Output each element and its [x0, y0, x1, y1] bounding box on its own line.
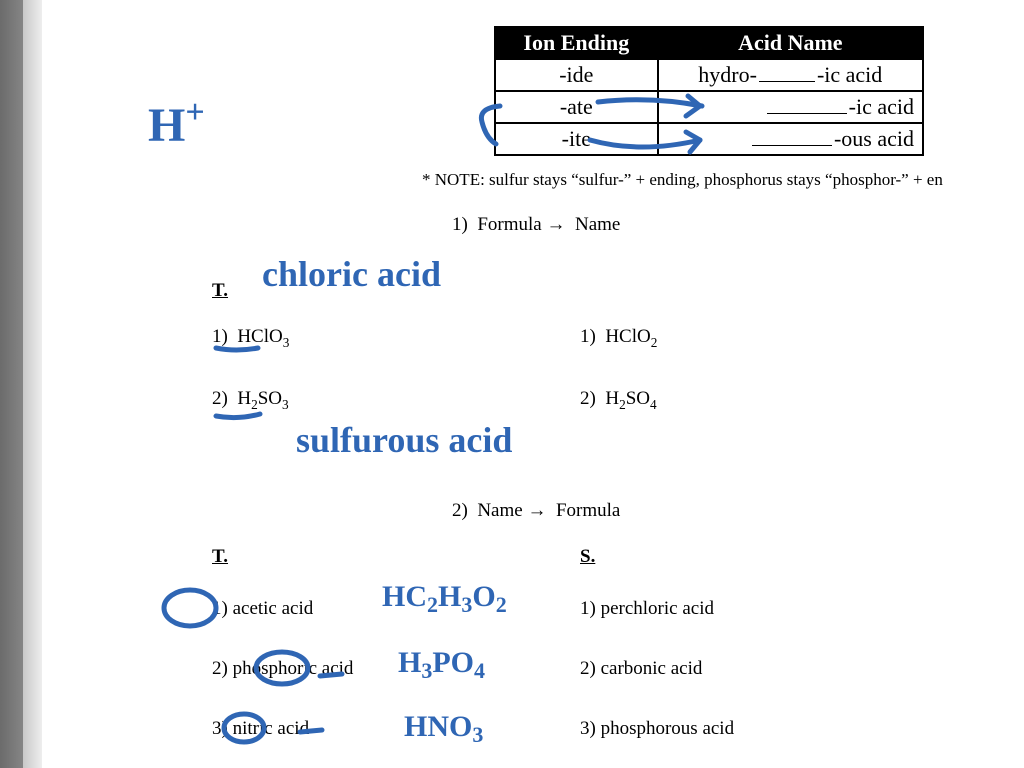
- s1-S-2: 2) H2SO4: [580, 388, 657, 413]
- blank: [767, 94, 847, 114]
- hand-acetic-formula: HC2H3O2: [382, 582, 507, 616]
- ite-suffix: -ous acid: [834, 126, 914, 151]
- s2-S-2: 2) carbonic acid: [580, 658, 702, 680]
- s2-T-3: 3) nitric acid: [212, 718, 309, 740]
- ate-suffix: -ic acid: [849, 94, 914, 119]
- hand-sulfurous: sulfurous acid: [296, 422, 512, 458]
- col-T-2: T.: [212, 546, 228, 568]
- cell-ate-acid: -ic acid: [658, 91, 923, 123]
- col-T-1: T.: [212, 280, 228, 302]
- cell-ite: -ite: [495, 123, 658, 155]
- hand-chloric: chloric acid: [262, 256, 441, 292]
- section2-heading: 2) Name → Formula: [452, 500, 620, 522]
- s2-S-3: 3) phosphorous acid: [580, 718, 734, 740]
- cell-ate: -ate: [495, 91, 658, 123]
- s2-S-1: 1) perchloric acid: [580, 598, 714, 620]
- col-S-2: S.: [580, 546, 595, 568]
- worksheet-page: Ion Ending Acid Name -ide hydro- -ic acid…: [42, 0, 1024, 768]
- note-text: * NOTE: sulfur stays “sulfur-” + ending,…: [422, 170, 943, 190]
- s1-S-1: 1) HClO2: [580, 326, 657, 351]
- th-acid-name: Acid Name: [658, 27, 923, 59]
- ide-suffix: -ic acid: [817, 62, 882, 87]
- ion-acid-table: Ion Ending Acid Name -ide hydro- -ic acid…: [494, 26, 924, 156]
- th-ion-ending: Ion Ending: [495, 27, 658, 59]
- cell-ide: -ide: [495, 59, 658, 91]
- blank: [752, 126, 832, 146]
- hand-h-plus: H+: [148, 96, 205, 150]
- cell-ite-acid: -ous acid: [658, 123, 923, 155]
- s1-T-1: 1) HClO3: [212, 326, 289, 351]
- hand-nitric-formula: HNO3: [404, 712, 483, 746]
- s1-T-2: 2) H2SO3: [212, 388, 289, 413]
- hand-phosphoric-formula: H3PO4: [398, 648, 485, 682]
- s2-T-2: 2) phosphoric acid: [212, 658, 353, 680]
- section1-heading: 1) Formula → Name: [452, 214, 620, 236]
- ide-prefix: hydro-: [698, 62, 757, 87]
- blank: [759, 62, 815, 82]
- s2-T-1: 1) acetic acid: [212, 598, 313, 620]
- cell-ide-acid: hydro- -ic acid: [658, 59, 923, 91]
- page-gutter: [0, 0, 42, 768]
